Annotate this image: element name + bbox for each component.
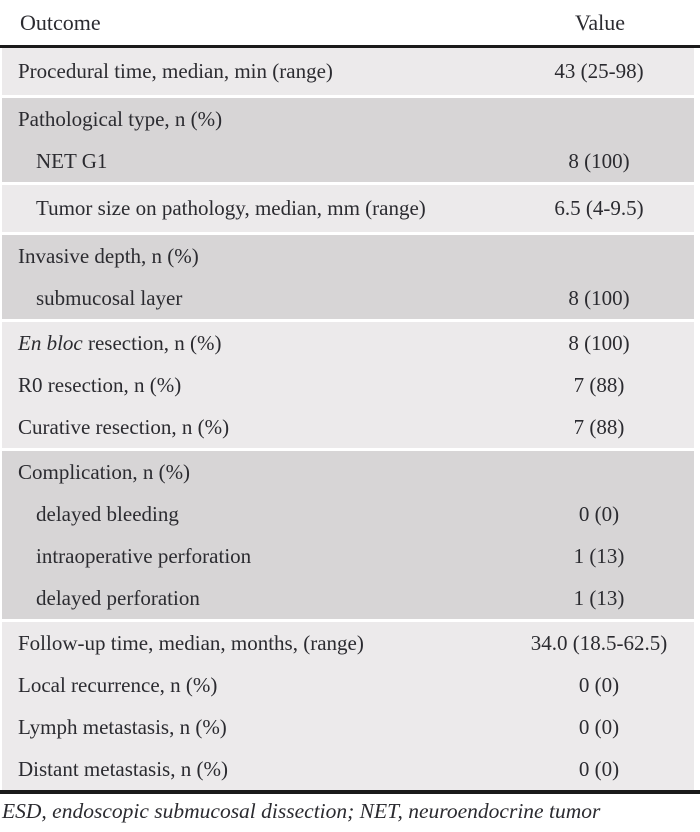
table-row: Procedural time, median, min (range) 43 (…: [2, 48, 694, 95]
row-label-part: resection, n (%): [82, 330, 222, 355]
row-label: NET G1: [36, 148, 108, 173]
table-body: Procedural time, median, min (range) 43 (…: [2, 48, 694, 790]
row-label: Invasive depth, n (%): [18, 243, 199, 268]
table-footnote: ESD, endoscopic submucosal dissection; N…: [2, 799, 601, 823]
row-label: Distant metastasis, n (%): [18, 756, 228, 781]
row-group: Pathological type, n (%) NET G1 8 (100): [2, 98, 694, 182]
row-group: En bloc resection, n (%) 8 (100) R0 resect…: [2, 322, 694, 448]
row-label: Procedural time, median, min (range): [18, 59, 333, 83]
row-group: Follow-up time, median, months, (range) 3…: [2, 622, 694, 790]
row-label: delayed bleeding: [36, 501, 179, 526]
table-row: Pathological type, n (%): [2, 98, 694, 140]
row-value: 7 (88): [573, 414, 625, 439]
table-row: delayed perforation 1 (13): [2, 577, 694, 619]
row-label-italic-part: En bloc: [18, 330, 83, 355]
column-header-outcome: Outcome: [20, 9, 101, 35]
row-label: Pathological type, n (%): [18, 106, 223, 131]
column-header-value: Value: [574, 9, 626, 35]
row-label: Curative resection, n (%): [18, 414, 230, 439]
row-group: Invasive depth, n (%) submucosal layer 8 (…: [2, 235, 694, 319]
table-row: intraoperative perforation 1 (13): [2, 535, 694, 577]
table-row: R0 resection, n (%) 7 (88): [2, 364, 694, 406]
table-row: En bloc resection, n (%) 8 (100): [2, 322, 694, 364]
row-value: 0 (0): [578, 756, 620, 781]
row-group: Tumor size on pathology, median, mm (ran…: [2, 185, 694, 232]
row-group: Procedural time, median, min (range) 43 (…: [2, 48, 694, 95]
row-value: 8 (100): [568, 285, 630, 310]
table-row: Tumor size on pathology, median, mm (ran…: [2, 185, 694, 232]
row-value: 7 (88): [573, 372, 625, 397]
table-row: Local recurrence, n (%) 0 (0): [2, 664, 694, 706]
row-label: En bloc resection, n (%): [2, 331, 504, 356]
row-value: 1 (13): [573, 585, 625, 610]
footer-rule: [0, 790, 700, 794]
row-label: Local recurrence, n (%): [18, 672, 218, 697]
header-rule: [0, 45, 700, 48]
row-value: 0 (0): [578, 501, 620, 526]
table-row: NET G1 8 (100): [2, 140, 694, 182]
table-row: Complication, n (%): [2, 451, 694, 493]
row-label: Complication, n (%): [18, 459, 191, 484]
table-header-row: Outcome Value: [0, 0, 700, 45]
row-value: 0 (0): [578, 714, 620, 739]
table-row: Invasive depth, n (%): [2, 235, 694, 277]
row-label: delayed perforation: [36, 585, 200, 610]
row-group: Complication, n (%) delayed bleeding 0 (0)…: [2, 451, 694, 619]
row-label: Lymph metastasis, n (%): [18, 714, 227, 739]
row-label: Tumor size on pathology, median, mm (ran…: [36, 196, 426, 220]
table-row: submucosal layer 8 (100): [2, 277, 694, 319]
table-row: Distant metastasis, n (%) 0 (0): [2, 748, 694, 790]
row-value: 0 (0): [578, 672, 620, 697]
row-label: intraoperative perforation: [36, 543, 252, 568]
row-value: 43 (25-98): [554, 59, 644, 83]
table-row: Follow-up time, median, months, (range) 3…: [2, 622, 694, 664]
row-value: 34.0 (18.5-62.5): [530, 630, 668, 655]
row-label: submucosal layer: [36, 285, 183, 310]
table-row: Curative resection, n (%) 7 (88): [2, 406, 694, 448]
row-label: Follow-up time, median, months, (range): [18, 630, 364, 655]
row-value: 1 (13): [573, 543, 625, 568]
row-value: 8 (100): [568, 330, 630, 355]
row-value: 8 (100): [568, 148, 630, 173]
row-label: R0 resection, n (%): [18, 372, 182, 397]
table-row: Lymph metastasis, n (%) 0 (0): [2, 706, 694, 748]
table-row: delayed bleeding 0 (0): [2, 493, 694, 535]
row-value: 6.5 (4-9.5): [554, 196, 644, 220]
